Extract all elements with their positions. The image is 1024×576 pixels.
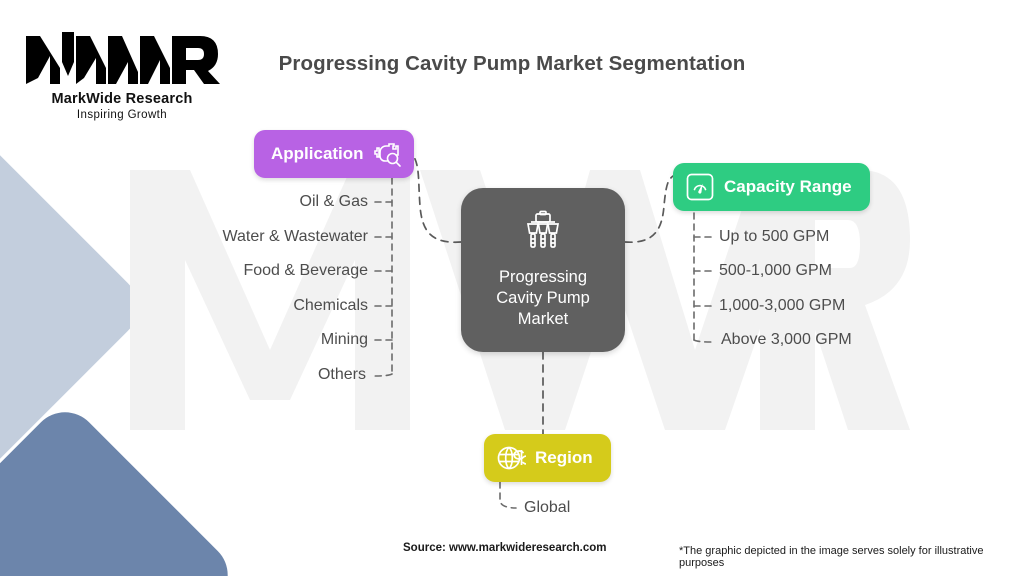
leaf-item-capacity-3: Above 3,000 GPM xyxy=(721,331,852,348)
source-label: Source: www.markwideresearch.com xyxy=(403,542,607,554)
connector-region-item-0 xyxy=(499,481,517,509)
leaf-item-application-4: Mining xyxy=(320,331,368,348)
branch-label-region: Region xyxy=(535,448,593,467)
branch-badge-region[interactable]: Region xyxy=(484,434,611,482)
leaf-item-application-1: Water & Wastewater xyxy=(222,228,368,245)
connector-center-capacity xyxy=(624,175,674,243)
leaf-item-capacity-1: 500-1,000 GPM xyxy=(719,262,832,279)
center-node[interactable]: Progressing Cavity Pump Market xyxy=(461,188,625,352)
leaf-item-capacity-0: Up to 500 GPM xyxy=(719,228,830,245)
engine-search-icon xyxy=(372,140,402,168)
leaf-item-application-3: Chemicals xyxy=(293,297,368,314)
leaf-item-application-5: Others xyxy=(317,366,366,383)
leaf-item-capacity-2: 1,000-3,000 GPM xyxy=(719,297,846,314)
branch-badge-application[interactable]: Application xyxy=(254,130,414,178)
connector-capacity-item-3 xyxy=(693,339,715,343)
brand-tagline: Inspiring Growth xyxy=(76,109,168,121)
connector-application-item-5 xyxy=(371,373,393,377)
branch-label-capacity-range: Capacity Range xyxy=(724,177,852,196)
connector-center-application xyxy=(411,153,462,243)
leaf-item-region-0: Global xyxy=(524,499,571,516)
disclaimer-label: *The graphic depicted in the image serve… xyxy=(679,545,984,569)
gauge-icon xyxy=(685,172,715,202)
page-title: Progressing Cavity Pump Market Segmentat… xyxy=(278,52,746,75)
pump-factory-icon xyxy=(521,210,565,259)
logo-mark-mwr xyxy=(26,32,220,84)
leaf-item-application-0: Oil & Gas xyxy=(299,193,368,210)
leaf-item-application-2: Food & Beverage xyxy=(243,262,368,279)
center-node-label: Progressing Cavity Pump Market xyxy=(496,267,590,329)
branch-badge-capacity-range[interactable]: Capacity Range xyxy=(673,163,870,211)
brand-name: MarkWide Research xyxy=(51,91,193,107)
globe-icon xyxy=(496,443,526,473)
brand-logo: MarkWide Research Inspiring Growth xyxy=(22,28,222,121)
branch-label-application: Application xyxy=(271,144,364,163)
